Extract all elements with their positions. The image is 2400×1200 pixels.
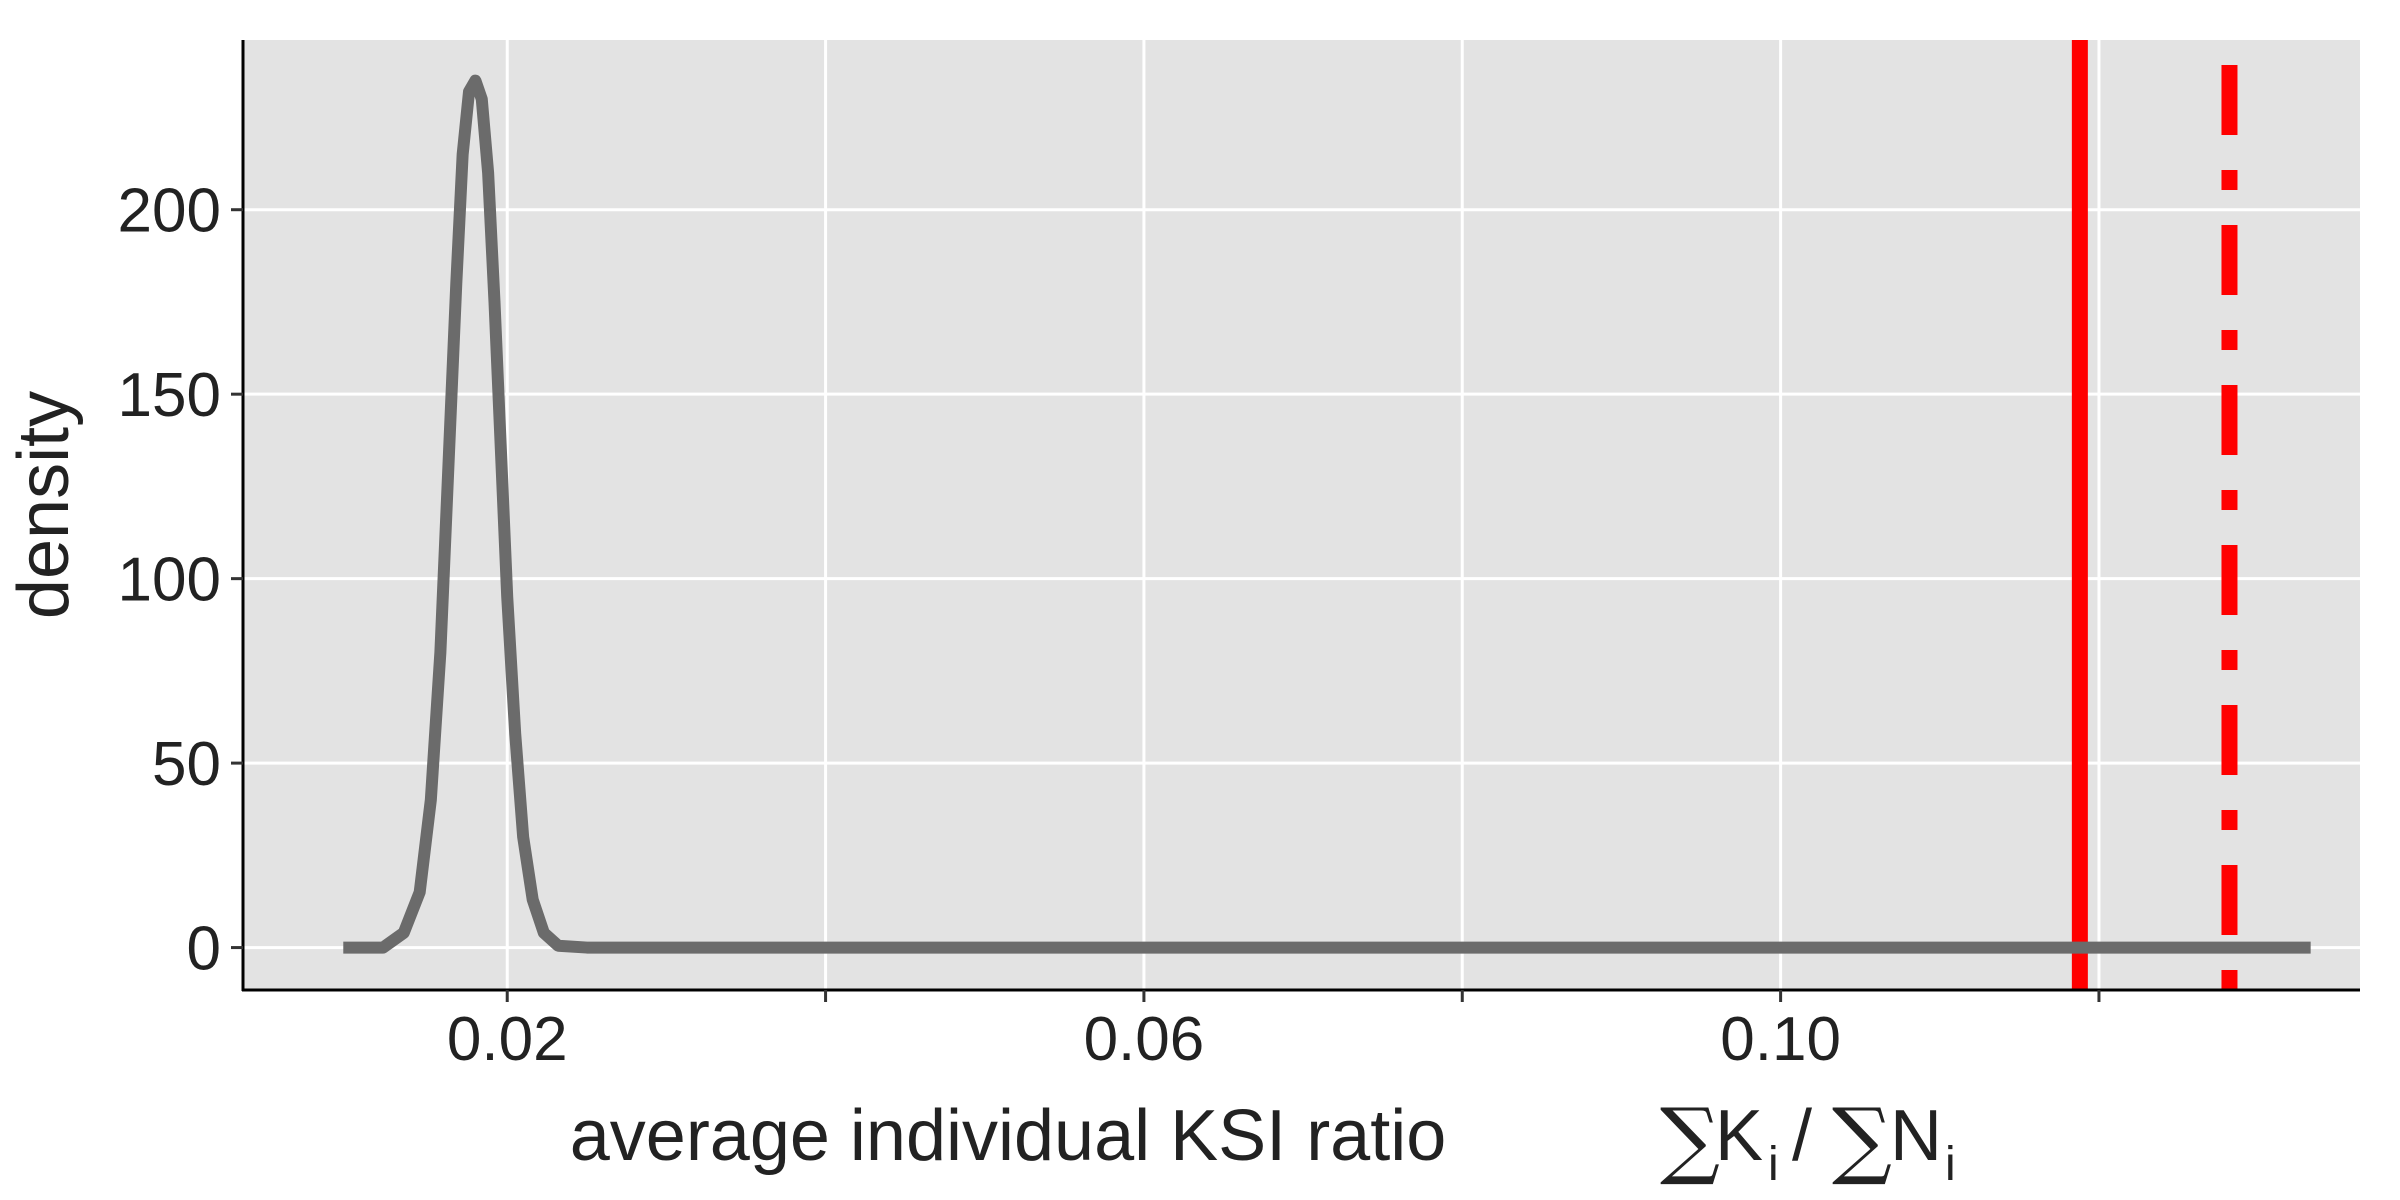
x-tick-label: 0.10	[1720, 1005, 1841, 1074]
reference-lines	[2071, 40, 2238, 990]
axes	[231, 40, 2360, 1002]
x-axis-title: average individual KSI ratio	[570, 1096, 1447, 1176]
formula-sub-1: i	[1768, 1138, 1779, 1191]
formula-var-k: K	[1715, 1096, 1763, 1176]
formula-sub-2: i	[1945, 1138, 1956, 1191]
sum-symbol-1: ∑	[1660, 1090, 1720, 1188]
tick-labels: 0 50 100 150 200 0.02 0.06 0.10	[118, 177, 1841, 1074]
formula-divider: /	[1792, 1096, 1812, 1176]
x-axis-title-text: average individual KSI ratio	[570, 1096, 1447, 1176]
formula-var-n: N	[1890, 1096, 1942, 1176]
y-tick-label: 0	[187, 915, 221, 984]
y-tick-label: 200	[118, 177, 221, 246]
density-series	[343, 74, 2311, 954]
x-tick-label: 0.06	[1084, 1005, 1205, 1074]
x-axis-formula: ∑ K i / ∑ N i	[1660, 1090, 1956, 1191]
sum-symbol-2: ∑	[1832, 1090, 1892, 1188]
y-axis-title: density	[4, 391, 84, 619]
x-tick-label: 0.02	[447, 1005, 568, 1074]
y-tick-label: 50	[152, 730, 221, 799]
plot-panel	[243, 40, 2360, 990]
y-tick-label: 100	[118, 546, 221, 615]
y-tick-label: 150	[118, 361, 221, 430]
density-curve	[343, 74, 2311, 954]
